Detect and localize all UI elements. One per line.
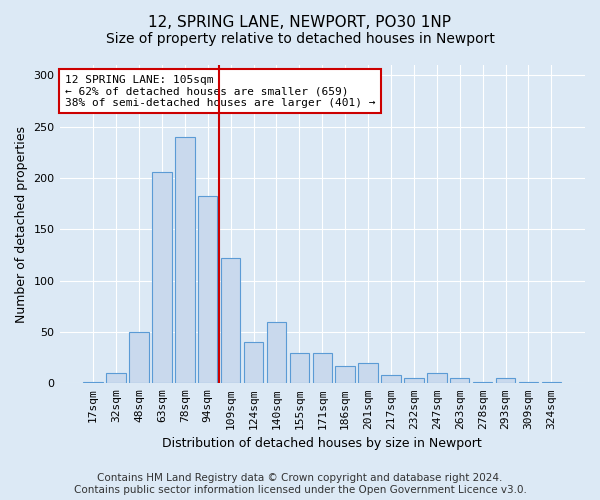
Bar [175,137,194,384]
Bar [381,375,401,384]
Text: Contains HM Land Registry data © Crown copyright and database right 2024.
Contai: Contains HM Land Registry data © Crown c… [74,474,526,495]
Text: 12, SPRING LANE, NEWPORT, PO30 1NP: 12, SPRING LANE, NEWPORT, PO30 1NP [149,15,452,30]
Text: 12 SPRING LANE: 105sqm
← 62% of detached houses are smaller (659)
38% of semi-de: 12 SPRING LANE: 105sqm ← 62% of detached… [65,74,375,108]
Bar [335,366,355,384]
Bar [106,373,126,384]
Bar [519,382,538,384]
Bar [267,322,286,384]
X-axis label: Distribution of detached houses by size in Newport: Distribution of detached houses by size … [163,437,482,450]
Y-axis label: Number of detached properties: Number of detached properties [15,126,28,322]
Bar [221,258,241,384]
Bar [427,373,446,384]
Bar [542,382,561,384]
Bar [129,332,149,384]
Bar [473,382,493,384]
Bar [198,196,217,384]
Bar [358,363,378,384]
Bar [152,172,172,384]
Bar [313,352,332,384]
Text: Size of property relative to detached houses in Newport: Size of property relative to detached ho… [106,32,494,46]
Bar [290,352,309,384]
Bar [83,382,103,384]
Bar [496,378,515,384]
Bar [244,342,263,384]
Bar [450,378,469,384]
Bar [404,378,424,384]
